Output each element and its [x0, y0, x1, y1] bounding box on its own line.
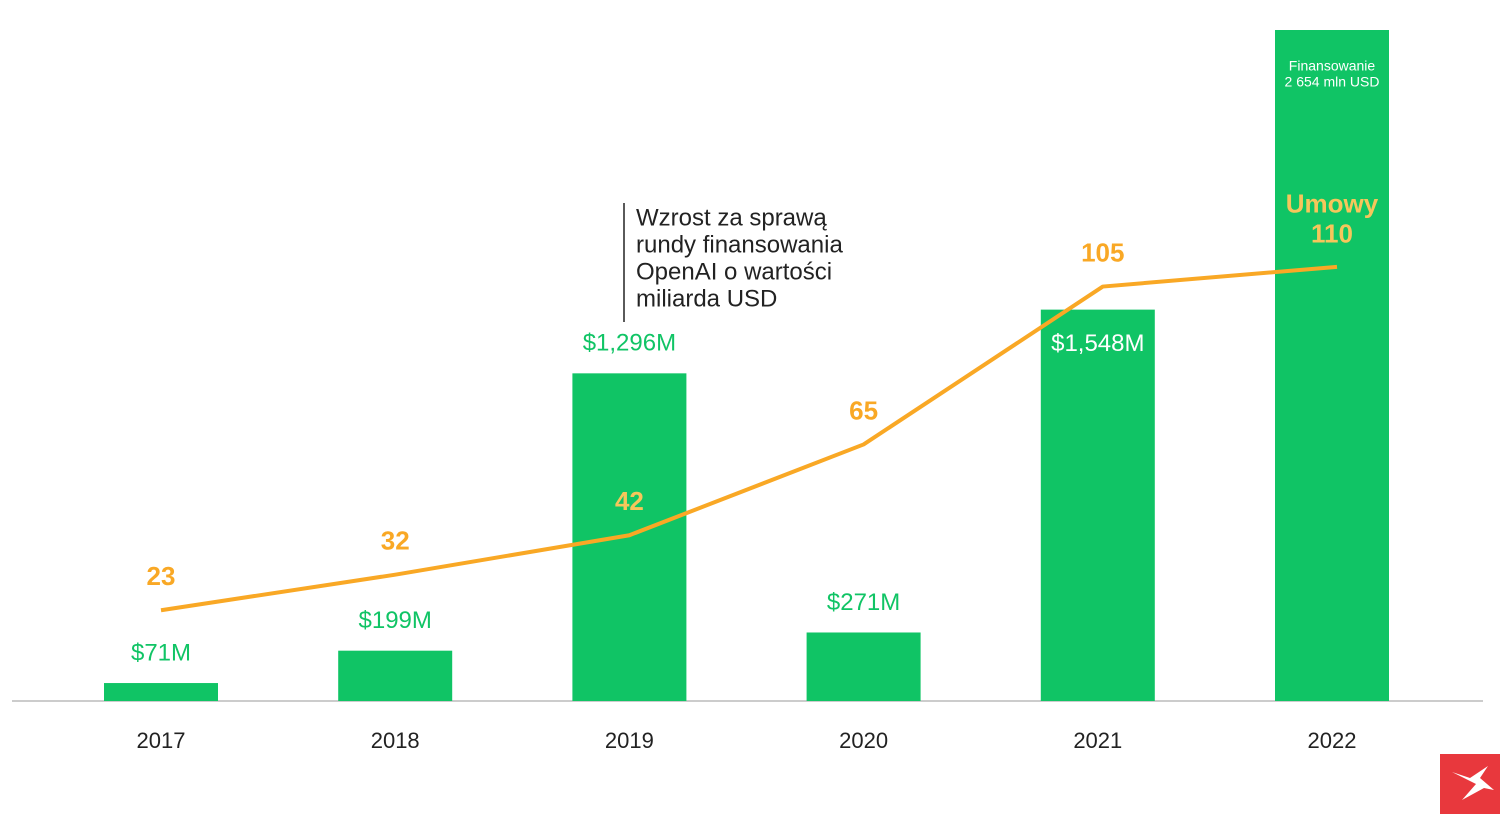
- bar-series-name: Finansowanie: [1289, 58, 1376, 74]
- bar: [338, 650, 453, 701]
- x-tick-label: 2021: [1073, 728, 1122, 753]
- x-tick-label: 2020: [839, 728, 888, 753]
- bar-value-label: $199M: [359, 607, 432, 634]
- annotation-text: rundy finansowania: [636, 231, 843, 258]
- bar-value-label: $1,296M: [583, 330, 676, 357]
- logo-bg: [1440, 754, 1500, 814]
- x-tick-label: 2019: [605, 728, 654, 753]
- line-value-label: 110: [1311, 219, 1353, 249]
- bar-value-label: $1,548M: [1051, 330, 1144, 357]
- bar-value-label: 2 654 mln USD: [1285, 74, 1380, 90]
- line-value-label: 32: [381, 526, 410, 556]
- x-tick-label: 2017: [137, 728, 186, 753]
- line-value-label: 65: [849, 395, 878, 425]
- annotation-text: miliarda USD: [636, 285, 777, 312]
- line-value-label: 105: [1081, 237, 1124, 267]
- line: [160, 264, 1338, 613]
- bar: [104, 683, 218, 701]
- logo: [1440, 754, 1500, 814]
- x-tick-label: 2018: [371, 728, 420, 753]
- logo-mark: [1452, 766, 1494, 800]
- bar: [1275, 30, 1389, 701]
- line-value-label: 23: [147, 561, 176, 591]
- line-series-name: Umowy: [1286, 189, 1379, 219]
- bar-value-label: $71M: [131, 639, 191, 666]
- x-tick-label: 2022: [1308, 728, 1357, 753]
- bar: [806, 632, 921, 701]
- line-value-label: 42: [615, 486, 644, 516]
- bar: [1040, 309, 1155, 701]
- bar-value-label: $271M: [827, 589, 900, 616]
- annotation-text: Wzrost za sprawą: [636, 204, 827, 231]
- annotation-text: OpenAI o wartości: [636, 258, 832, 285]
